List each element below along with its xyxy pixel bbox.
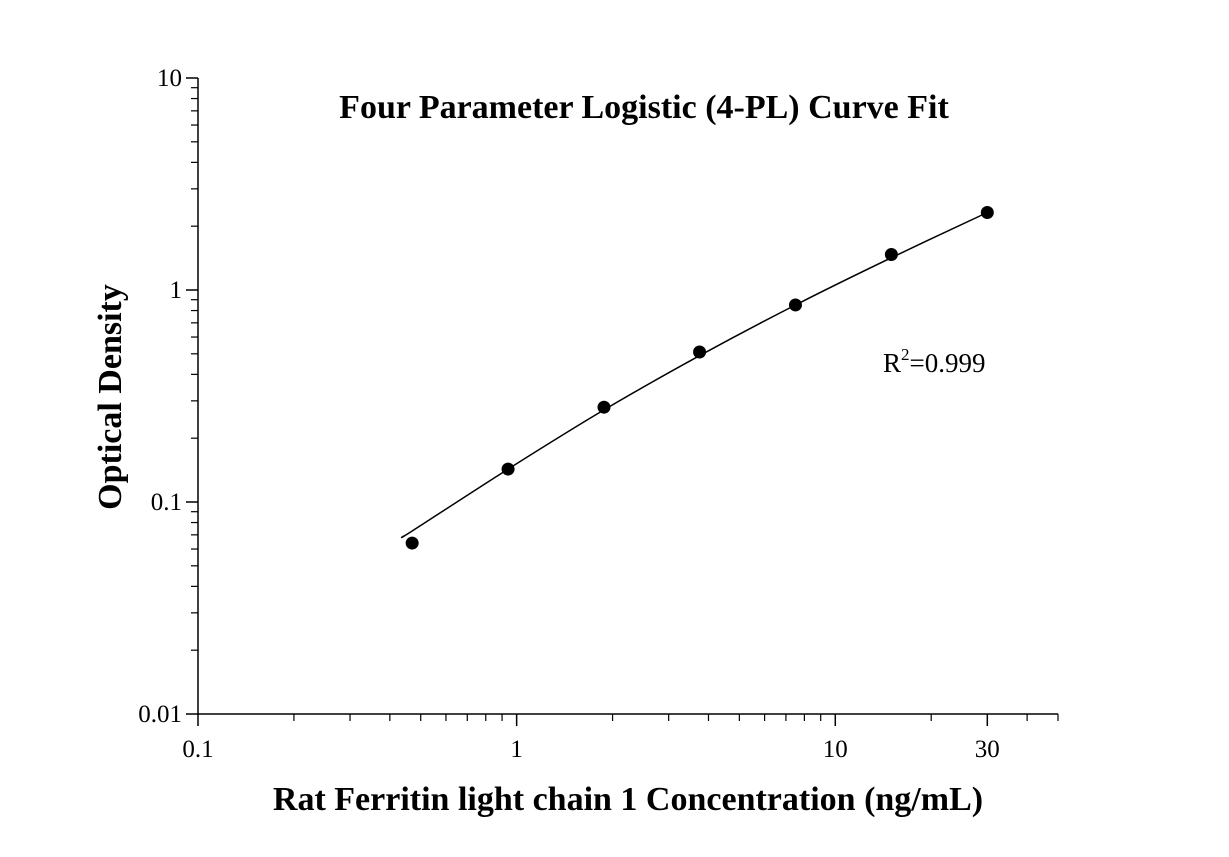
x-tick-label: 30 [975,736,1000,763]
y-tick-label: 1 [170,277,183,304]
y-tick-label: 10 [157,65,182,92]
x-axis-label: Rat Ferritin light chain 1 Concentration… [273,781,983,818]
r-squared-superscript: 2 [901,345,910,364]
r-squared-value: =0.999 [910,348,986,378]
y-tick-label: 0.01 [138,701,182,728]
y-tick-label: 0.1 [151,489,182,516]
fit-curve-layer [400,211,988,539]
data-point [405,536,419,550]
data-point [980,206,994,220]
x-tick-label: 1 [510,736,523,763]
x-tick-label: 10 [823,736,848,763]
chart-title: Four Parameter Logistic (4-PL) Curve Fit [339,89,949,126]
axes [197,78,1058,715]
data-points-layer [405,206,994,550]
data-point [597,400,611,414]
data-point [501,462,515,476]
data-point [693,345,707,359]
data-point [788,298,802,312]
fit-curve [400,211,988,539]
r-squared-annotation: R2=0.999 [883,345,986,378]
y-axis-label: Optical Density [92,284,129,510]
r-squared-base: R [883,348,901,378]
data-point [884,248,898,262]
x-tick-label: 0.1 [182,736,213,763]
